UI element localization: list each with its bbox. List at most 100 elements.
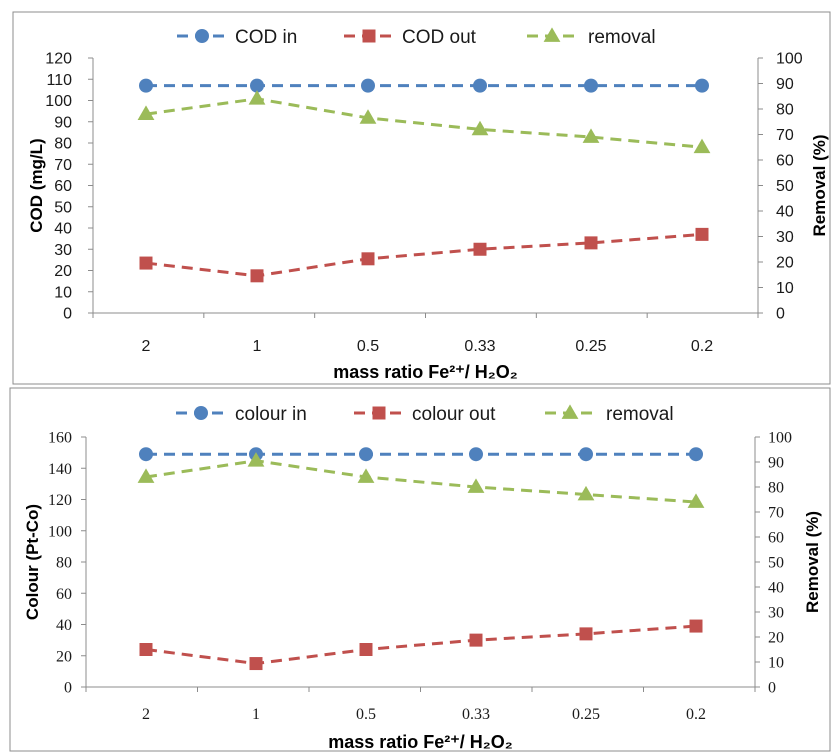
- right-y-tick-label: 50: [776, 178, 794, 195]
- right-y-axis-title: Removal (%): [810, 134, 829, 236]
- x-tick-label: 0.2: [686, 706, 706, 723]
- left-y-tick-label: 90: [54, 114, 72, 131]
- data-point-removal: [582, 128, 600, 143]
- data-point-removal: [137, 105, 155, 120]
- left-y-tick-label: 100: [45, 93, 72, 110]
- left-y-tick-label: 0: [64, 680, 72, 697]
- cod-chart: 0 10 20 30 40 50 60 70 80 90 100 110 120 0 10 20 30 40 50 6…: [12, 11, 831, 385]
- right-y-tick-label: 20: [768, 630, 784, 647]
- left-y-tick-label: 160: [48, 430, 72, 447]
- data-point-out: [359, 643, 373, 656]
- left-y-tick-label: 70: [54, 157, 72, 174]
- right-y-axis-title: Removal (%): [803, 511, 822, 613]
- data-point-removal: [248, 90, 266, 105]
- x-tick-label: 0.5: [356, 706, 376, 723]
- x-tick-label: 0.25: [575, 338, 606, 355]
- series-removal: [137, 452, 705, 508]
- left-y-tick-label: 140: [48, 461, 72, 478]
- right-y-tick-label: 20: [776, 255, 794, 272]
- left-y-tick-label: 120: [45, 51, 72, 68]
- data-point-in: [359, 447, 373, 462]
- legend-label: COD in: [235, 27, 297, 48]
- data-point-removal: [467, 478, 485, 493]
- left-y-tick-label: 0: [63, 306, 72, 323]
- data-point-in: [579, 447, 593, 462]
- right-y-tick-label: 0: [776, 306, 785, 323]
- legend-label: removal: [606, 404, 674, 425]
- series-in: [139, 447, 703, 462]
- legend-marker-out: [362, 29, 376, 43]
- data-point-in: [695, 78, 709, 93]
- legend-label: colour in: [235, 404, 307, 425]
- data-point-out: [584, 236, 598, 250]
- left-y-tick-label: 10: [54, 284, 72, 301]
- data-point-out: [139, 643, 153, 656]
- left-y-tick-label: 20: [54, 263, 72, 280]
- data-point-in: [473, 78, 487, 93]
- x-axis-title: mass ratio Fe²⁺/ H₂O₂: [333, 362, 518, 382]
- data-point-out: [579, 627, 593, 641]
- x-tick-label: 0.33: [462, 706, 490, 723]
- legend-item-removal: removal: [545, 404, 674, 425]
- x-tick-label: 0.33: [464, 338, 495, 355]
- left-y-tick-label: 80: [54, 136, 72, 153]
- data-point-out: [689, 619, 703, 633]
- left-y-tick-label: 60: [56, 586, 72, 603]
- data-point-out: [250, 269, 264, 283]
- legend-marker-in: [194, 406, 208, 420]
- data-point-in: [469, 447, 483, 462]
- right-y-tick-label: 100: [768, 430, 792, 447]
- right-y-tick-label: 10: [768, 655, 784, 672]
- data-point-in: [139, 447, 153, 462]
- left-y-tick-label: 80: [56, 555, 72, 572]
- right-y-tick-label: 60: [776, 153, 794, 170]
- left-y-tick-label: 120: [48, 492, 72, 509]
- x-tick-label: 2: [142, 706, 150, 723]
- data-point-in: [250, 78, 264, 93]
- right-y-tick-label: 90: [768, 455, 784, 472]
- right-y-tick-label: 0: [768, 680, 776, 697]
- x-tick-label: 0.25: [572, 706, 600, 723]
- legend-label: removal: [588, 27, 656, 48]
- legend-item-in: COD in: [177, 27, 297, 48]
- colour-chart: 0 20 40 60 80 100 120 140 160 0 10 20 30 40 50 60 70 80 90…: [9, 387, 831, 752]
- chart-frame: [9, 387, 831, 752]
- left-y-tick-label: 50: [54, 199, 72, 216]
- data-point-removal: [577, 485, 595, 501]
- legend-marker-in: [195, 29, 209, 43]
- right-y-tick-label: 100: [776, 51, 803, 68]
- data-point-removal: [247, 452, 265, 467]
- right-y-tick-label: 90: [776, 76, 794, 93]
- legend-item-removal: removal: [527, 27, 656, 48]
- data-point-in: [689, 447, 703, 462]
- data-point-out: [469, 633, 483, 647]
- data-point-removal: [357, 468, 375, 483]
- right-y-tick-label: 30: [768, 605, 784, 622]
- series-line-removal: [145, 459, 697, 504]
- right-y-tick-label: 80: [776, 102, 794, 119]
- left-y-tick-label: 40: [54, 221, 72, 238]
- series-line-out: [145, 232, 703, 278]
- legend-item-in: colour in: [176, 404, 307, 425]
- data-point-out: [695, 227, 709, 241]
- x-tick-label: 0.5: [357, 338, 379, 355]
- x-tick-label: 0.2: [691, 338, 713, 355]
- left-y-tick-label: 40: [56, 617, 72, 634]
- legend-label: COD out: [402, 27, 477, 48]
- series-in: [139, 78, 709, 93]
- right-y-tick-label: 40: [768, 580, 784, 597]
- legend-label: colour out: [412, 404, 496, 425]
- left-y-tick-label: 100: [48, 523, 72, 540]
- x-tick-label: 2: [142, 338, 151, 355]
- chart-frame: [12, 11, 831, 385]
- series-out: [139, 619, 703, 671]
- data-point-removal: [687, 493, 705, 508]
- data-point-removal: [359, 109, 377, 124]
- data-point-out: [139, 256, 153, 270]
- x-tick-label: 1: [253, 338, 262, 355]
- left-y-tick-label: 110: [46, 72, 72, 89]
- data-point-removal: [693, 138, 711, 154]
- right-y-tick-label: 50: [768, 555, 784, 572]
- legend-marker-removal: [561, 404, 579, 419]
- data-point-out: [249, 657, 263, 671]
